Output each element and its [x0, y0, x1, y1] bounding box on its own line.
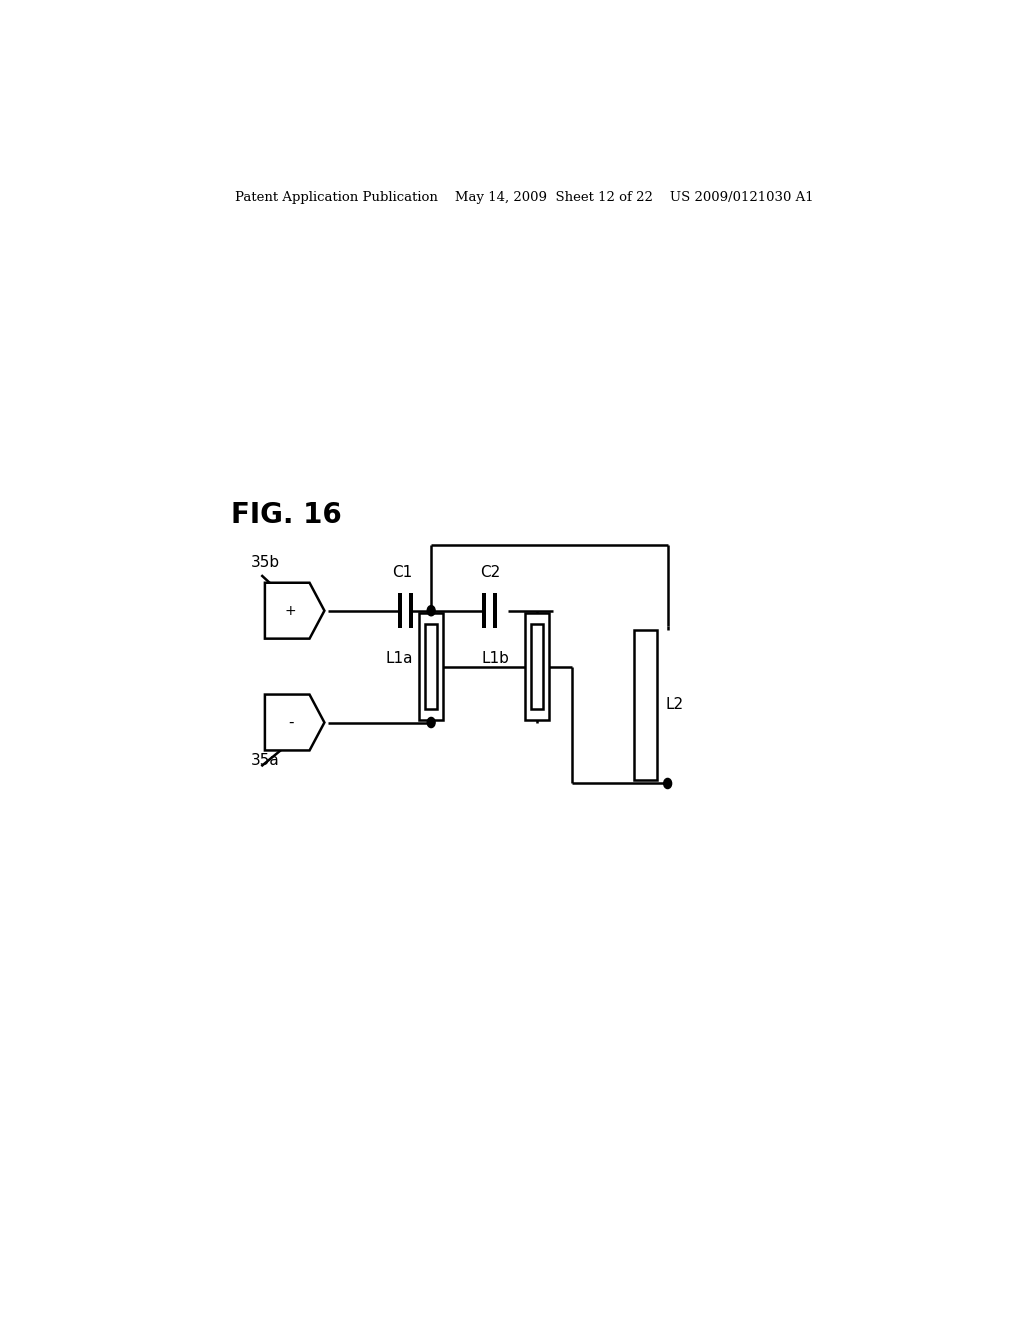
Text: FIG. 16: FIG. 16 [231, 502, 342, 529]
Text: +: + [285, 603, 297, 618]
Text: L1a: L1a [386, 651, 414, 667]
Bar [530, 624, 543, 709]
Circle shape [427, 606, 435, 615]
Polygon shape [265, 694, 325, 751]
Circle shape [664, 779, 672, 788]
Text: 35a: 35a [251, 754, 280, 768]
Bar [634, 630, 657, 780]
Circle shape [427, 718, 435, 727]
Text: -: - [288, 715, 294, 730]
Text: 35b: 35b [251, 554, 281, 570]
Text: C2: C2 [480, 565, 501, 581]
Bar [524, 614, 549, 719]
Text: C1: C1 [391, 565, 412, 581]
Text: Patent Application Publication    May 14, 2009  Sheet 12 of 22    US 2009/012103: Patent Application Publication May 14, 2… [236, 190, 814, 203]
Text: L2: L2 [666, 697, 683, 713]
Bar [425, 624, 437, 709]
Bar [419, 614, 443, 719]
Text: L1b: L1b [481, 651, 509, 667]
Polygon shape [265, 582, 325, 639]
